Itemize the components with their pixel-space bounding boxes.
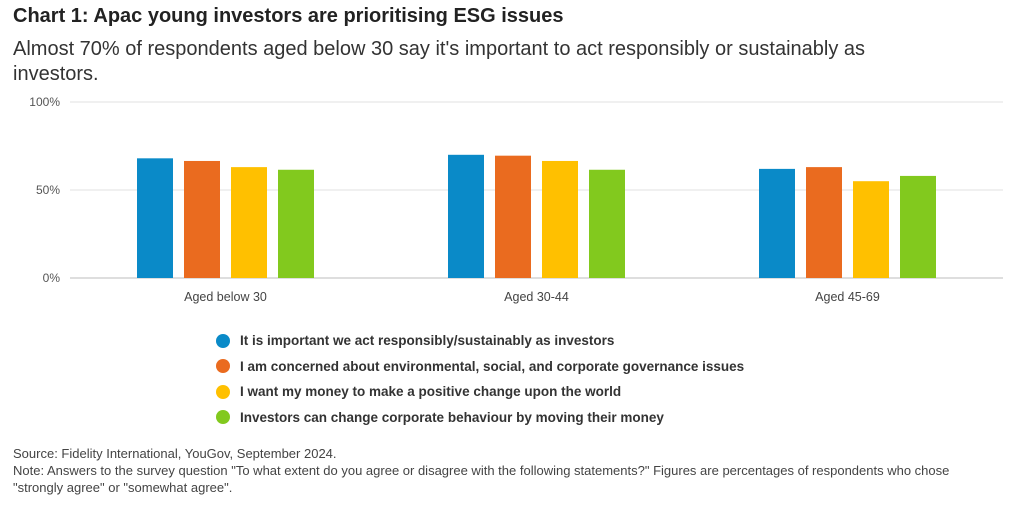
bar (231, 167, 267, 278)
x-category-label: Aged below 30 (184, 290, 267, 304)
source-notes: Source: Fidelity International, YouGov, … (13, 445, 1003, 496)
bar (495, 155, 531, 278)
bar (900, 175, 936, 278)
bar (542, 160, 578, 278)
bar (448, 154, 484, 278)
source-text: Source: Fidelity International, YouGov, … (13, 446, 337, 461)
legend-swatch (216, 333, 230, 348)
legend-item: I want my money to make a positive chang… (216, 379, 744, 405)
x-axis-labels: Aged below 30 Aged 30-44 Aged 45-69 (184, 290, 880, 304)
y-tick-label: 50% (36, 183, 60, 197)
bar (589, 169, 625, 278)
bar (278, 169, 314, 278)
bar (137, 158, 173, 278)
bar (806, 167, 842, 278)
legend-label: Investors can change corporate behaviour… (240, 409, 664, 425)
legend-item: It is important we act responsibly/susta… (216, 328, 744, 354)
note-text: Note: Answers to the survey question "To… (13, 463, 950, 495)
legend: It is important we act responsibly/susta… (216, 328, 744, 430)
bar (184, 160, 220, 278)
legend-swatch (216, 359, 230, 374)
bar (853, 181, 889, 278)
y-tick-label: 0% (43, 271, 61, 285)
legend-label: I want my money to make a positive chang… (240, 384, 622, 400)
legend-swatch (216, 410, 230, 425)
bar-chart: 0% 50% 100% Aged below 30 Aged 30-44 Aged 45… (29, 95, 1003, 304)
bars (137, 154, 936, 278)
legend-item: I am concerned about environmental, soci… (216, 354, 744, 380)
x-category-label: Aged 30-44 (504, 290, 569, 304)
legend-label: I am concerned about environmental, soci… (240, 358, 745, 374)
chart-title: Chart 1: Apac young investors are priori… (13, 5, 564, 27)
x-category-label: Aged 45-69 (815, 290, 880, 304)
legend-item: Investors can change corporate behaviour… (216, 405, 744, 431)
chart-subtitle: Almost 70% of respondents aged below 30 … (13, 38, 866, 85)
y-axis-ticks: 0% 50% 100% (29, 95, 60, 285)
legend-label: It is important we act responsibly/susta… (240, 333, 615, 349)
bar (759, 168, 795, 278)
gridlines (70, 101, 1003, 279)
legend-swatch (216, 384, 230, 399)
y-tick-label: 100% (29, 95, 60, 109)
